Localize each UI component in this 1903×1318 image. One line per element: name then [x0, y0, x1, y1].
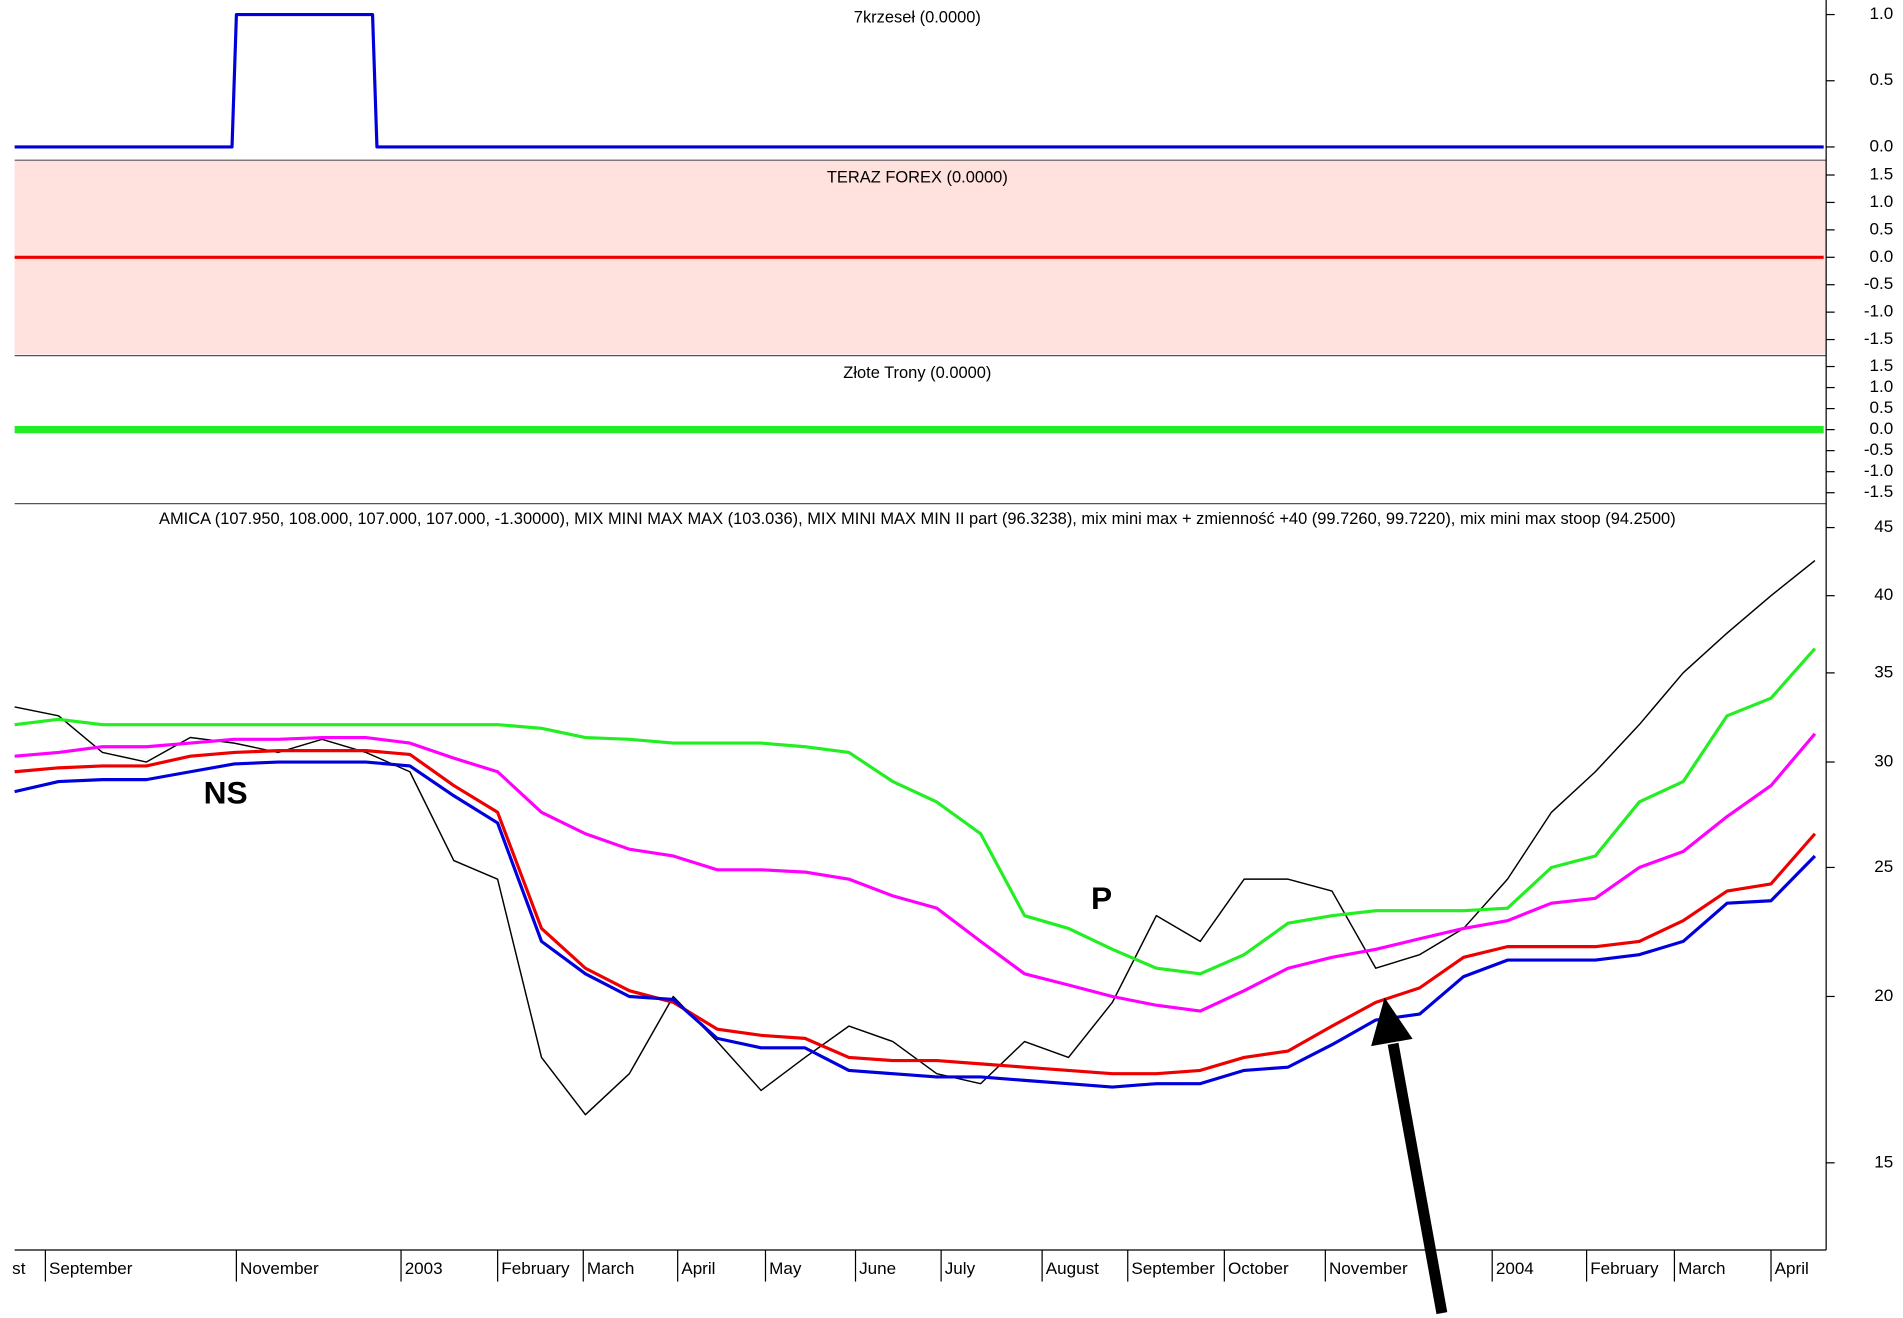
y-tick-label: 1.0: [1870, 4, 1894, 23]
x-tick-label: June: [859, 1259, 896, 1278]
x-tick-label: November: [1329, 1259, 1408, 1278]
y-tick-label: -0.5: [1864, 440, 1893, 459]
y-tick-label: 1.0: [1870, 192, 1894, 211]
x-tick-label: 2003: [405, 1259, 443, 1278]
y-tick-label: 1.5: [1870, 165, 1894, 184]
y-tick-label: 1.0: [1870, 377, 1894, 396]
series-line: [14, 760, 1817, 1089]
x-tick-label: September: [1131, 1259, 1215, 1278]
series-line: [14, 647, 1817, 976]
y-tick-label: 35: [1874, 662, 1893, 681]
x-tick-label: February: [1590, 1259, 1659, 1278]
x-tick-label: November: [240, 1259, 319, 1278]
y-tick-label: -1.5: [1864, 329, 1893, 348]
y-tick-label: 0.5: [1870, 398, 1894, 417]
x-tick-label: October: [1228, 1259, 1289, 1278]
annotation: P: [1091, 880, 1112, 916]
x-tick-label: April: [681, 1259, 715, 1278]
y-tick-label: 45: [1874, 517, 1893, 536]
y-tick-label: -1.0: [1864, 461, 1893, 480]
panel-title: TERAZ FOREX (0.0000): [827, 169, 1008, 187]
x-tick-label: September: [49, 1259, 133, 1278]
panel-title: 7krzeseł (0.0000): [854, 9, 981, 27]
series-line: [14, 560, 1816, 1116]
y-tick-label: 0.0: [1870, 247, 1894, 266]
y-tick-label: -0.5: [1864, 274, 1893, 293]
y-tick-label: 0.5: [1870, 70, 1894, 89]
y-tick-label: 20: [1874, 986, 1893, 1005]
arrow-shaft: [1387, 1042, 1448, 1315]
arrow-head: [1371, 997, 1413, 1047]
y-tick-label: 15: [1874, 1152, 1893, 1171]
y-tick-label: 25: [1874, 857, 1893, 876]
series-line: [14, 732, 1817, 1013]
x-tick-label: May: [769, 1259, 802, 1278]
x-tick-label: st: [12, 1259, 26, 1278]
y-tick-label: 30: [1874, 752, 1893, 771]
x-tick-label: August: [1046, 1259, 1099, 1278]
x-tick-label: July: [945, 1259, 976, 1278]
y-tick-label: 0.0: [1870, 419, 1894, 438]
y-tick-label: 0.5: [1870, 219, 1894, 238]
panel-title: Złote Trony (0.0000): [843, 364, 991, 382]
x-tick-label: 2004: [1496, 1259, 1534, 1278]
series-line: [14, 12, 1824, 149]
series-line: [14, 749, 1817, 1076]
annotation: NS: [204, 774, 248, 810]
x-tick-label: April: [1775, 1259, 1809, 1278]
panel-title: AMICA (107.950, 108.000, 107.000, 107.00…: [159, 510, 1676, 528]
x-tick-label: February: [501, 1259, 570, 1278]
y-tick-label: 0.0: [1870, 136, 1894, 155]
y-tick-label: -1.5: [1864, 482, 1893, 501]
x-tick-label: March: [1678, 1259, 1725, 1278]
y-tick-label: 40: [1874, 585, 1893, 604]
y-tick-label: 1.5: [1870, 356, 1894, 375]
x-tick-label: March: [587, 1259, 634, 1278]
y-tick-label: -1.0: [1864, 302, 1893, 321]
